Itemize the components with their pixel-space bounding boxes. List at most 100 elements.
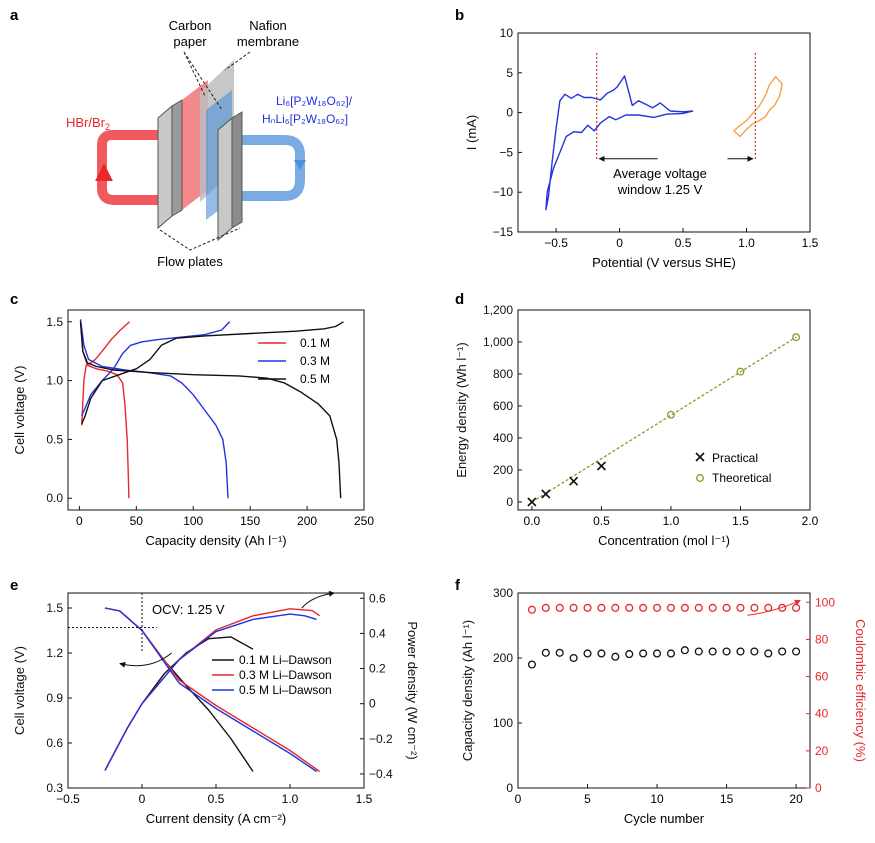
x-tick-label: −0.5 bbox=[544, 236, 568, 250]
cv-orange-line bbox=[733, 76, 783, 138]
capacity-point bbox=[569, 653, 578, 663]
efficiency-point bbox=[694, 603, 703, 612]
x-tick-label: 20 bbox=[789, 792, 803, 806]
capacity-point bbox=[680, 646, 689, 655]
voltage-window-label-1: Average voltage bbox=[613, 166, 707, 181]
carbon-paper-label-2: paper bbox=[173, 34, 207, 49]
y-tick-label: 200 bbox=[493, 463, 513, 477]
capacity-point bbox=[708, 647, 717, 656]
y-tick-label: 400 bbox=[493, 431, 513, 445]
x-tick-label: 150 bbox=[240, 514, 260, 528]
right-flow-plate bbox=[217, 116, 233, 242]
y-tick-label: 1,200 bbox=[483, 303, 513, 317]
panel-f-letter: f bbox=[455, 577, 461, 594]
x-axis-label: Capacity density (Ah l⁻¹) bbox=[145, 533, 286, 548]
cv-blue-line bbox=[545, 75, 694, 211]
x-tick-label: 0 bbox=[139, 792, 146, 806]
y-tick-label: 1.5 bbox=[46, 315, 63, 329]
left-flow-plate bbox=[157, 104, 173, 230]
y-tick-label: 0.3 bbox=[46, 781, 63, 795]
y-tick-label: −10 bbox=[493, 185, 514, 199]
y2-tick-label: 60 bbox=[815, 670, 829, 684]
legend-label: 0.1 M Li–Dawson bbox=[239, 653, 332, 667]
efficiency-point bbox=[597, 603, 606, 612]
legend-label: 0.3 M Li–Dawson bbox=[239, 668, 332, 682]
efficiency-point bbox=[722, 603, 731, 612]
discharge-curve-2 bbox=[79, 321, 342, 499]
theoretical-point bbox=[667, 410, 675, 419]
x-tick-label: 0.5 bbox=[208, 792, 225, 806]
x-tick-label: 1.0 bbox=[738, 236, 755, 250]
y-axis-label: Cell voltage (V) bbox=[12, 646, 27, 735]
capacity-point bbox=[611, 652, 620, 661]
efficiency-point bbox=[764, 603, 773, 612]
charge-curve-2 bbox=[81, 321, 344, 425]
y-tick-label: 600 bbox=[493, 399, 513, 413]
efficiency-point bbox=[555, 603, 564, 612]
x-tick-label: 5 bbox=[584, 792, 591, 806]
y-tick-label: 1.5 bbox=[46, 601, 63, 615]
efficiency-point bbox=[583, 603, 592, 612]
efficiency-point bbox=[652, 603, 662, 612]
x-tick-label: 10 bbox=[650, 792, 664, 806]
y-tick-label: 0.6 bbox=[46, 736, 63, 750]
plot-frame bbox=[67, 309, 365, 511]
voltage-window-label-2: window 1.25 V bbox=[617, 182, 703, 197]
y-tick-label: 0.9 bbox=[46, 691, 63, 705]
capacity-point bbox=[792, 647, 801, 656]
y-tick-label: 0 bbox=[506, 495, 513, 509]
y-tick-label: 200 bbox=[493, 651, 513, 665]
y2-tick-label: 0 bbox=[369, 697, 376, 711]
y-tick-label: 0 bbox=[506, 781, 513, 795]
y-tick-label: 5 bbox=[506, 66, 513, 80]
x-tick-label: 1.0 bbox=[282, 792, 299, 806]
power-curve-2 bbox=[104, 613, 317, 771]
y2-tick-label: −0.4 bbox=[369, 767, 393, 781]
panel-a-letter: a bbox=[10, 7, 19, 24]
capacity-point bbox=[736, 647, 745, 656]
capacity-point bbox=[666, 649, 676, 658]
legend-practical-marker bbox=[695, 452, 705, 462]
y-tick-label: 1,000 bbox=[483, 335, 513, 349]
legend-theoretical-marker bbox=[696, 474, 704, 482]
y-tick-label: −15 bbox=[493, 225, 514, 239]
ocv-label: OCV: 1.25 V bbox=[152, 602, 225, 617]
plot-frame bbox=[517, 592, 811, 789]
chart-e: −0.5 0 0.5 1.0 1.5 0.3 0.6 0.9 1.2 1.5 −0.4 −0.2 0 0.… bbox=[12, 590, 420, 826]
x-tick-label: 0 bbox=[515, 792, 522, 806]
nafion-label-1: Nafion bbox=[249, 18, 287, 33]
theoretical-point bbox=[736, 367, 745, 376]
efficiency-point bbox=[778, 603, 787, 612]
y-tick-label: 1.2 bbox=[46, 646, 63, 660]
carbon-paper-label-1: Carbon bbox=[169, 18, 212, 33]
panel-d-letter: d bbox=[455, 291, 464, 308]
legend-label: 0.3 M bbox=[300, 354, 330, 368]
capacity-point bbox=[597, 649, 606, 658]
legend-label: 0.5 M bbox=[300, 372, 330, 386]
y-axis-label: Capacity density (Ah l⁻¹) bbox=[460, 620, 475, 761]
x-axis-label: Concentration (mol l⁻¹) bbox=[598, 533, 730, 548]
y2-tick-label: 100 bbox=[815, 595, 835, 609]
flow-plates-label: Flow plates bbox=[157, 254, 223, 269]
x-tick-label: 0 bbox=[616, 236, 623, 250]
theoretical-point bbox=[792, 333, 801, 342]
x-axis-label: Potential (V versus SHE) bbox=[592, 255, 736, 270]
x-tick-label: 250 bbox=[354, 514, 374, 528]
efficiency-point bbox=[736, 603, 745, 612]
y-tick-label: 0.0 bbox=[46, 491, 63, 505]
x-tick-label: 0.0 bbox=[524, 514, 541, 528]
practical-point bbox=[527, 497, 537, 507]
capacity-point bbox=[625, 650, 634, 659]
voltage-axis-arrow bbox=[119, 652, 172, 668]
panel-e-letter: e bbox=[10, 577, 18, 594]
y-axis-label: I (mA) bbox=[464, 115, 479, 150]
y2-axis-label: Coulombic efficiency (%) bbox=[853, 619, 868, 762]
capacity-point bbox=[583, 649, 592, 658]
capacity-point bbox=[764, 649, 773, 658]
x-tick-label: 0.5 bbox=[675, 236, 692, 250]
y2-tick-label: 0.2 bbox=[369, 662, 386, 676]
y2-tick-label: 80 bbox=[815, 632, 829, 646]
y-tick-label: −5 bbox=[499, 145, 513, 159]
